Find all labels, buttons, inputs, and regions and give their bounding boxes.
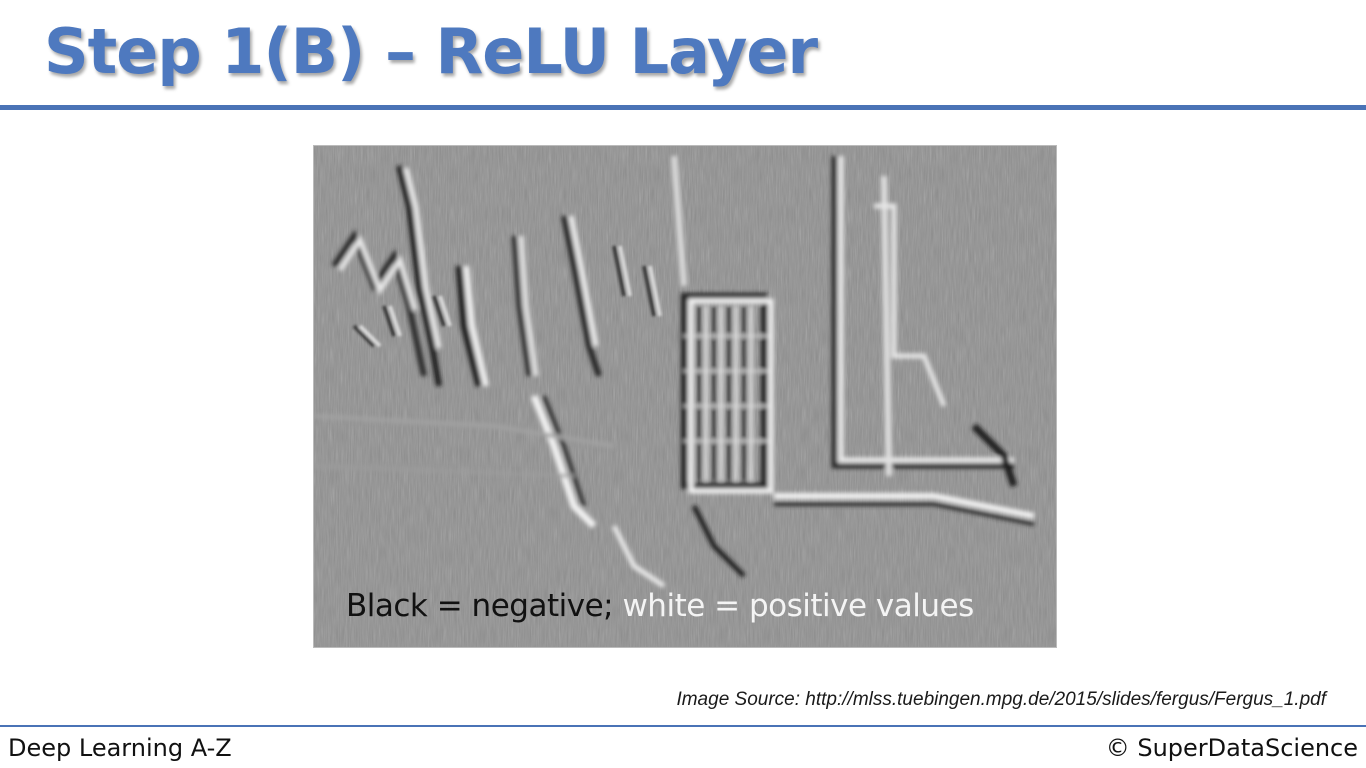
feature-map-image: Black = negative; white = positive value… [313,145,1057,648]
course-name: Deep Learning A-Z [8,734,232,762]
image-source-citation: Image Source: http://mlss.tuebingen.mpg.… [676,689,1326,710]
title-divider [0,105,1366,110]
slide-title: Step 1(B) – ReLU Layer [44,15,818,88]
footer-divider [0,725,1366,727]
figure-caption: Black = negative; white = positive value… [346,588,974,624]
copyright-notice: © SuperDataScience [1105,734,1358,762]
caption-negative: Black = negative; [346,588,614,624]
caption-positive: white = positive values [622,588,974,624]
feature-map-graphic [314,146,1056,647]
